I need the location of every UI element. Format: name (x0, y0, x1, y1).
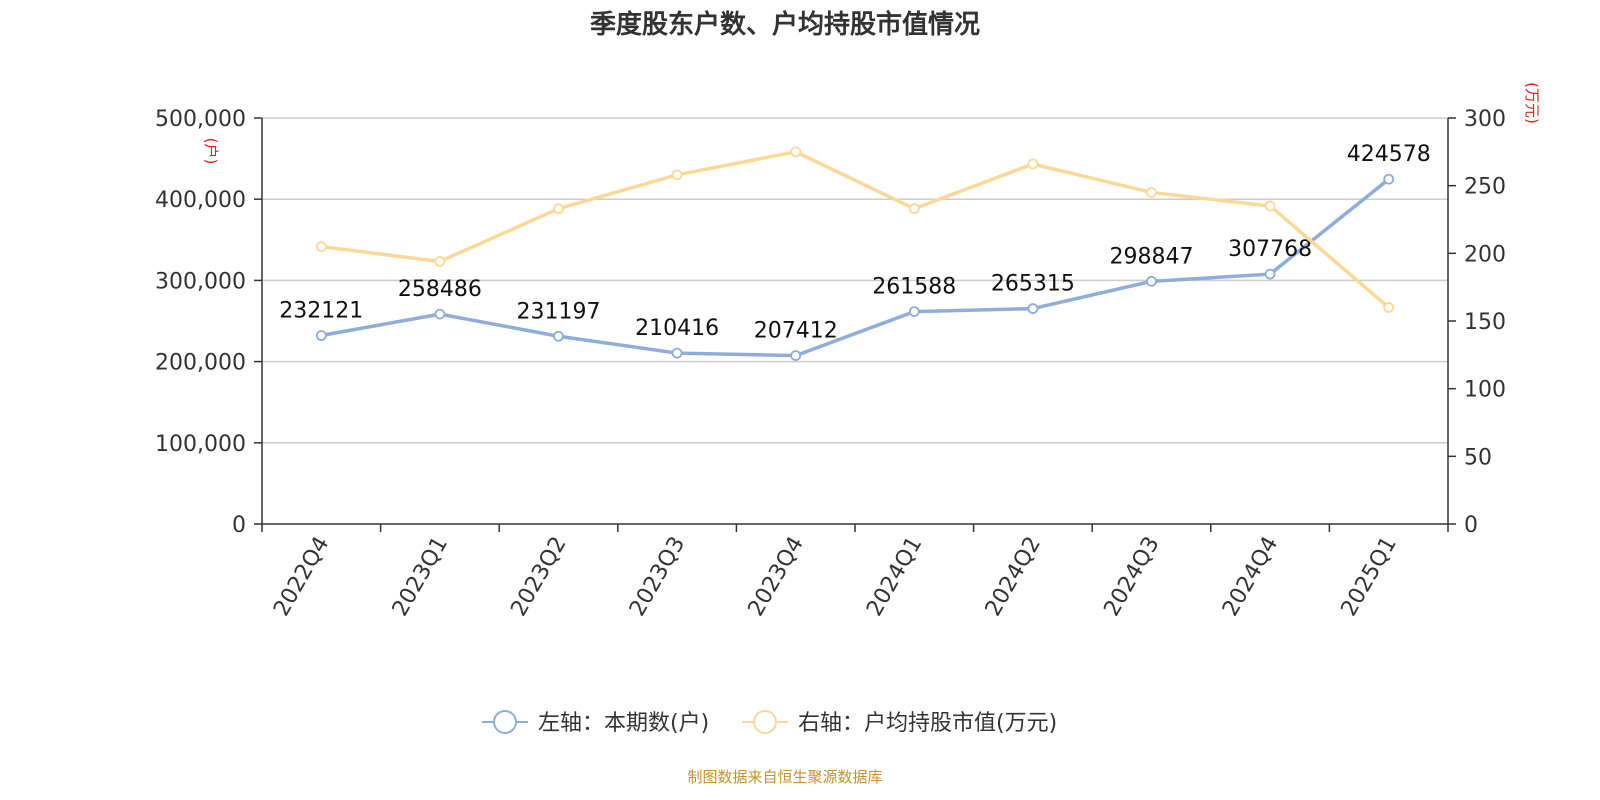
y-right-unit-label: (万元) (1523, 82, 1541, 124)
x-tick-label: 2024Q3 (1099, 533, 1164, 621)
holders-data-label: 424578 (1347, 142, 1431, 167)
avg-value-point (790, 146, 802, 158)
holders-data-label: 298847 (1110, 244, 1194, 269)
avg-value-point (1027, 158, 1039, 170)
avg-value-point (553, 203, 564, 215)
holders-point (315, 330, 327, 341)
legend-holders-marker (493, 710, 517, 734)
holders-point (1264, 268, 1276, 280)
x-tick-label: 2024Q4 (1218, 533, 1283, 621)
x-tick-label: 2025Q1 (1337, 533, 1402, 621)
avg-value-point (1146, 187, 1157, 198)
holders-point (1027, 303, 1039, 314)
legend-avg-value-marker (753, 710, 777, 734)
y-right-tick-label: 200 (1464, 242, 1506, 267)
y-right-tick-label: 100 (1464, 378, 1506, 403)
y-right-tick-label: 300 (1464, 107, 1506, 132)
holders-data-label: 232121 (279, 299, 363, 324)
y-right-tick-label: 50 (1464, 445, 1492, 470)
holders-data-label: 210416 (635, 316, 719, 341)
y-left-tick-label: 100,000 (155, 432, 246, 457)
x-tick-label: 2024Q2 (981, 533, 1046, 621)
holders-point (553, 330, 564, 342)
holders-data-label: 265315 (991, 272, 1075, 297)
y-right-tick-label: 0 (1464, 513, 1478, 538)
holders-data-label: 261588 (872, 275, 956, 300)
y-left-tick-label: 300,000 (155, 269, 246, 294)
holders-data-label: 231197 (517, 299, 601, 324)
holders-data-label: 258486 (398, 277, 482, 302)
x-tick-label: 2023Q1 (388, 533, 453, 621)
source-note: 制图数据来自恒生聚源数据库 (687, 768, 883, 786)
x-tick-label: 2023Q4 (744, 533, 809, 621)
y-right-tick-label: 150 (1464, 310, 1506, 335)
holders-data-label: 307768 (1228, 237, 1312, 262)
avg-value-point (1383, 302, 1395, 313)
holders-point (1383, 173, 1395, 185)
avg-value-point (908, 203, 920, 215)
holders-data-label: 207412 (754, 319, 838, 344)
x-tick-label: 2023Q2 (506, 533, 571, 621)
avg-value-point (671, 169, 683, 181)
series-line-avg-value (321, 150, 1390, 309)
holders-point (434, 308, 446, 320)
y-left-tick-label: 500,000 (155, 107, 246, 132)
y-left-tick-label: 400,000 (155, 188, 246, 213)
legend-holders-label: 左轴：本期数(户) (538, 711, 709, 736)
legend-avg-value-label: 右轴：户均持股市值(万元) (798, 711, 1057, 736)
x-tick-label: 2024Q1 (862, 533, 927, 621)
avg-value-point (434, 256, 446, 267)
holders-point (1146, 275, 1157, 287)
holders-point (790, 350, 802, 361)
chart-title: 季度股东户数、户均持股市值情况 (589, 10, 980, 40)
holders-point (908, 306, 920, 317)
y-right-tick-label: 250 (1464, 175, 1506, 200)
avg-value-point (1264, 200, 1276, 212)
y-left-tick-label: 200,000 (155, 351, 246, 376)
x-tick-label: 2022Q4 (269, 533, 334, 621)
y-left-unit-label: (户) (202, 138, 220, 165)
series-line-holders (320, 177, 1390, 358)
holders-point (671, 347, 683, 359)
x-tick-label: 2023Q3 (625, 533, 690, 621)
y-left-tick-label: 0 (232, 513, 246, 538)
avg-value-point (315, 241, 327, 252)
